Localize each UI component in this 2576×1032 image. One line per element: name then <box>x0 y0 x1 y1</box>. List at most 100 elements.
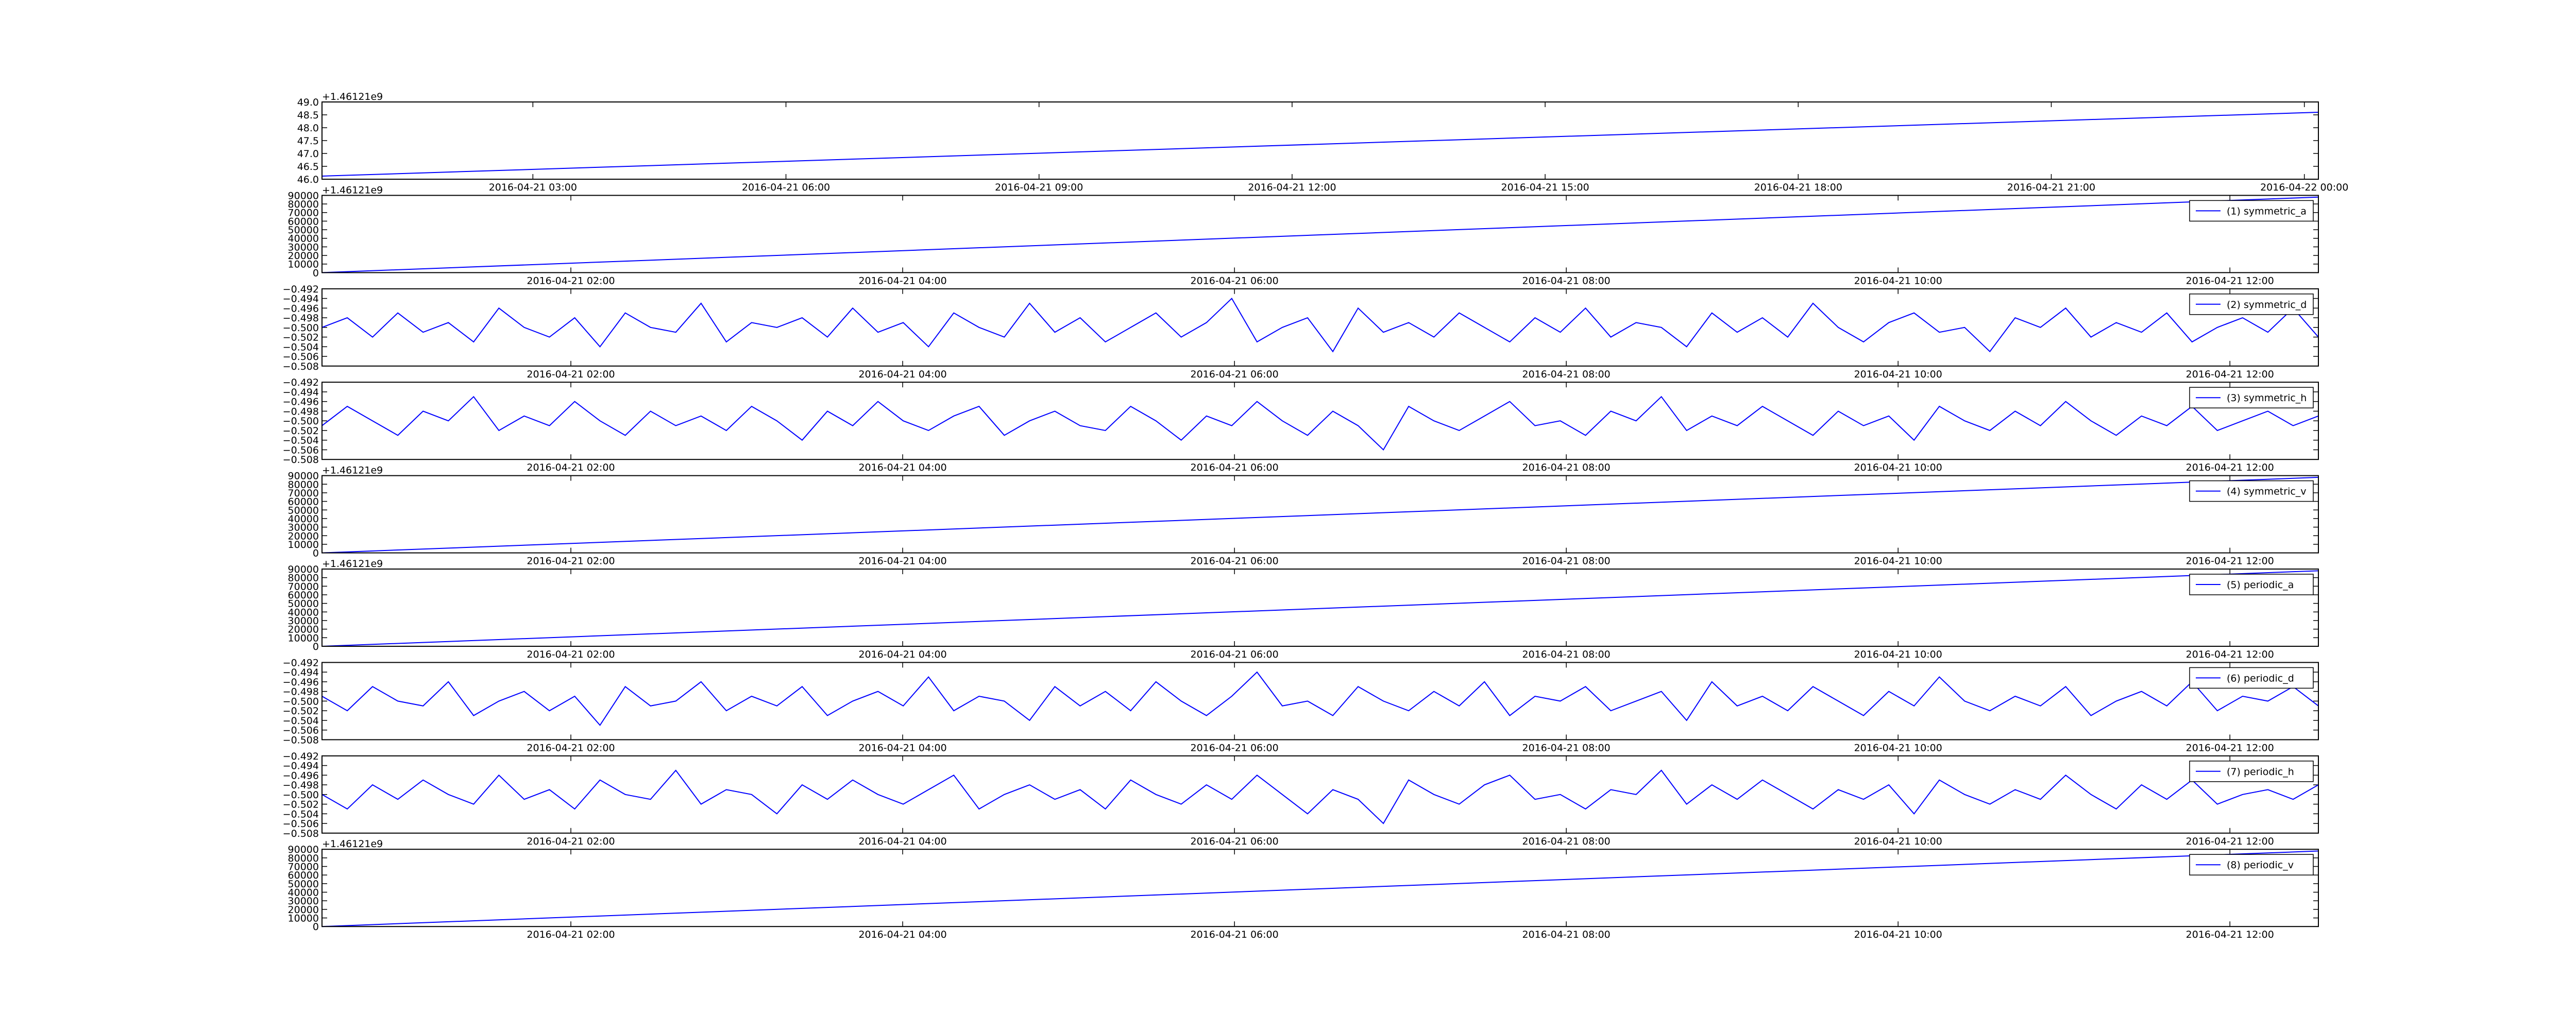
y-tick-label: −0.500 <box>283 696 319 707</box>
x-tick-label: 2016-04-21 08:00 <box>1522 556 1611 567</box>
y-tick-label: −0.500 <box>283 416 319 427</box>
y-tick-label: −0.508 <box>283 361 319 372</box>
x-tick-label: 2016-04-21 06:00 <box>1191 929 1279 940</box>
legend-box <box>2189 761 2314 782</box>
x-tick-label: 2016-04-21 10:00 <box>1854 275 1942 286</box>
y-tick-label: 30000 <box>288 615 319 627</box>
offset-text: +1.46121e9 <box>322 465 383 476</box>
x-tick-label: 2016-04-21 10:00 <box>1854 742 1942 753</box>
y-tick-label: 0 <box>313 267 319 279</box>
x-tick-label: 2016-04-21 06:00 <box>1191 836 1279 847</box>
y-tick-label: −0.494 <box>283 667 319 678</box>
legend-label: (4) symmetric_v <box>2227 486 2307 497</box>
legend-label: (8) periodic_v <box>2227 859 2294 871</box>
series-line <box>321 850 2319 927</box>
y-tick-label: 46.0 <box>297 174 319 185</box>
y-tick-label: 0 <box>313 921 319 933</box>
axes-frame <box>321 382 2319 460</box>
series-line <box>321 570 2319 647</box>
y-tick-label: 49.0 <box>297 97 319 108</box>
y-tick-label: −0.494 <box>283 761 319 772</box>
y-tick-label: −0.506 <box>283 818 319 830</box>
y-tick-label: 10000 <box>288 913 319 924</box>
series-line <box>321 395 2319 451</box>
y-tick-label: 46.5 <box>297 161 319 173</box>
y-tick-label: −0.502 <box>283 799 319 811</box>
y-tick-label: 50000 <box>288 225 319 236</box>
x-tick-label: 2016-04-21 02:00 <box>527 836 615 847</box>
legend-label: (3) symmetric_h <box>2227 392 2307 404</box>
y-tick-label: 47.5 <box>297 135 319 147</box>
y-tick-label: −0.502 <box>283 706 319 717</box>
x-tick-label: 2016-04-21 04:00 <box>858 836 946 847</box>
x-tick-label: 2016-04-21 12:00 <box>2186 836 2274 847</box>
y-tick-label: −0.492 <box>283 377 319 388</box>
x-tick-label: 2016-04-21 10:00 <box>1854 369 1942 380</box>
y-tick-label: −0.504 <box>283 341 319 353</box>
y-tick-label: −0.508 <box>283 828 319 839</box>
y-tick-label: −0.492 <box>283 751 319 762</box>
x-tick-label: 2016-04-21 04:00 <box>858 275 946 286</box>
y-tick-label: 60000 <box>288 496 319 508</box>
series-line <box>321 112 2319 177</box>
y-tick-label: 10000 <box>288 539 319 551</box>
y-tick-label: −0.498 <box>283 313 319 324</box>
x-tick-label: 2016-04-21 08:00 <box>1522 275 1611 286</box>
x-tick-label: 2016-04-21 02:00 <box>527 929 615 940</box>
axes-frame <box>321 288 2319 367</box>
y-tick-label: 80000 <box>288 853 319 864</box>
x-tick-label: 2016-04-21 10:00 <box>1854 836 1942 847</box>
y-tick-label: −0.500 <box>283 322 319 334</box>
y-tick-label: 40000 <box>288 233 319 245</box>
y-tick-label: 90000 <box>288 471 319 482</box>
y-tick-label: −0.502 <box>283 425 319 437</box>
x-tick-label: 2016-04-21 09:00 <box>995 182 1083 193</box>
x-tick-label: 2016-04-21 06:00 <box>1191 649 1279 660</box>
y-tick-label: 30000 <box>288 522 319 534</box>
y-tick-label: −0.508 <box>283 734 319 746</box>
x-tick-label: 2016-04-21 10:00 <box>1854 556 1942 567</box>
y-tick-label: 20000 <box>288 624 319 635</box>
axes-frame <box>321 662 2319 741</box>
x-tick-label: 2016-04-21 18:00 <box>1754 182 1842 193</box>
y-tick-label: 60000 <box>288 590 319 601</box>
y-tick-label: −0.498 <box>283 780 319 791</box>
y-tick-label: 90000 <box>288 564 319 575</box>
series-line <box>321 476 2319 554</box>
y-tick-label: 10000 <box>288 632 319 644</box>
y-tick-label: 20000 <box>288 530 319 542</box>
legend-label: (1) symmetric_a <box>2227 205 2307 217</box>
y-tick-label: 80000 <box>288 573 319 584</box>
x-tick-label: 2016-04-21 10:00 <box>1854 462 1942 473</box>
y-tick-label: −0.508 <box>283 454 319 466</box>
y-tick-label: 48.5 <box>297 110 319 121</box>
y-tick-label: −0.502 <box>283 332 319 343</box>
y-tick-label: 40000 <box>288 607 319 618</box>
x-tick-label: 2016-04-21 12:00 <box>2186 275 2274 286</box>
axes-frame <box>321 475 2319 554</box>
axes-frame <box>321 569 2319 647</box>
x-tick-label: 2016-04-21 08:00 <box>1522 462 1611 473</box>
x-tick-label: 2016-04-21 02:00 <box>527 369 615 380</box>
x-tick-label: 2016-04-21 06:00 <box>1191 556 1279 567</box>
x-tick-label: 2016-04-21 08:00 <box>1522 649 1611 660</box>
x-tick-label: 2016-04-21 06:00 <box>1191 742 1279 753</box>
x-tick-label: 2016-04-21 08:00 <box>1522 929 1611 940</box>
offset-text: +1.46121e9 <box>322 838 383 850</box>
series-line <box>321 769 2319 824</box>
y-tick-label: −0.506 <box>283 444 319 456</box>
y-tick-label: 20000 <box>288 250 319 262</box>
y-tick-label: 60000 <box>288 870 319 881</box>
y-tick-label: 40000 <box>288 887 319 899</box>
x-tick-label: 2016-04-21 04:00 <box>858 929 946 940</box>
y-tick-label: 0 <box>313 548 319 559</box>
axes-frame <box>321 849 2319 927</box>
y-tick-label: 20000 <box>288 904 319 916</box>
x-tick-label: 2016-04-22 00:00 <box>2260 182 2348 193</box>
y-tick-label: −0.506 <box>283 351 319 363</box>
y-tick-label: −0.496 <box>283 397 319 408</box>
y-tick-label: 70000 <box>288 581 319 592</box>
x-tick-label: 2016-04-21 12:00 <box>1248 182 1336 193</box>
series-line <box>321 297 2319 353</box>
legend-label: (5) periodic_a <box>2227 579 2294 591</box>
